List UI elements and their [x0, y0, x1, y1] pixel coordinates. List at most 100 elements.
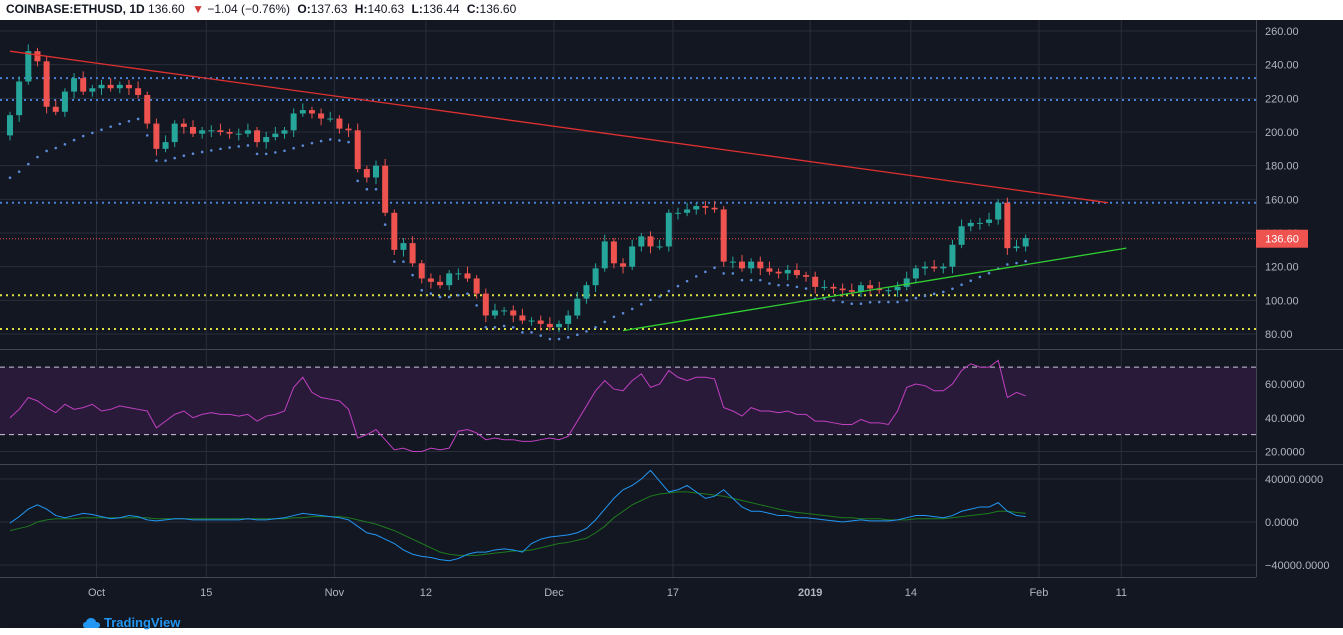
- candle-body: [1004, 202, 1011, 249]
- price-tick-label: 240.00: [1265, 60, 1299, 72]
- rsi-tick-label: 40.0000: [1265, 413, 1305, 425]
- x-tick-label: 2019: [798, 587, 822, 599]
- candle-body: [89, 88, 96, 92]
- x-tick-label: 17: [667, 587, 679, 599]
- candle-body: [363, 169, 370, 178]
- tradingview-logo[interactable]: TradingView: [82, 615, 180, 630]
- psar-dot: [859, 302, 863, 306]
- psar-dot: [914, 296, 918, 300]
- candle-body: [254, 130, 261, 143]
- last-price: 136.60: [148, 2, 185, 16]
- psar-dot: [621, 311, 625, 315]
- candle-body: [537, 320, 544, 324]
- macd-tick-label: −40000.0000: [1265, 560, 1330, 572]
- candle-body: [793, 270, 800, 276]
- psar-dot: [759, 278, 762, 282]
- candle-body: [986, 219, 993, 223]
- candle-body: [263, 137, 270, 143]
- candle-body: [592, 268, 599, 286]
- open-value: 137.63: [310, 2, 348, 16]
- low-label: L:: [411, 2, 423, 16]
- psar-dot: [475, 304, 478, 307]
- psar-dot: [438, 295, 442, 299]
- psar-dot: [402, 260, 405, 263]
- candle-body: [98, 84, 105, 89]
- psar-dot: [905, 298, 908, 302]
- psar-dot: [27, 162, 30, 166]
- psar-dot: [237, 145, 241, 148]
- candle-body: [857, 285, 864, 292]
- price-tick-label: 260.00: [1265, 26, 1299, 38]
- psar-dot: [951, 287, 954, 291]
- psar-dot: [246, 144, 250, 147]
- price-tick-label: 180.00: [1265, 161, 1299, 173]
- psar-dot: [457, 293, 460, 297]
- candle-body: [757, 261, 764, 269]
- candle-body: [491, 310, 498, 316]
- time-axis-background: [0, 577, 1343, 628]
- close-label: C:: [466, 2, 480, 16]
- psar-dot: [768, 282, 771, 285]
- candle-body: [656, 246, 663, 248]
- footer: Created with TradingView: [6, 615, 180, 630]
- trendline-up: [622, 247, 1127, 332]
- psar-dot: [511, 325, 515, 329]
- psar-dot: [109, 125, 112, 128]
- psar-dot: [301, 144, 305, 147]
- psar-dot: [292, 146, 295, 150]
- candle-body: [409, 243, 416, 264]
- psar-dot: [283, 149, 286, 153]
- psar-dot: [557, 337, 561, 341]
- psar-dot: [429, 292, 433, 295]
- low-value: 136.44: [422, 2, 460, 16]
- psar-dot: [411, 273, 414, 277]
- psar-dot: [832, 299, 835, 302]
- candle-body: [446, 273, 453, 286]
- psar-dot: [887, 300, 890, 304]
- candle-body: [693, 206, 700, 210]
- psar-dot: [850, 302, 854, 306]
- psar-dot: [8, 176, 12, 180]
- candle-body: [620, 263, 627, 267]
- candle-body: [482, 293, 489, 316]
- psar-dot: [731, 272, 735, 275]
- psar-dot: [576, 333, 579, 337]
- psar-dot: [54, 146, 58, 150]
- candle-body: [931, 266, 938, 269]
- psar-dot: [36, 155, 39, 159]
- chart-header: COINBASE:ETHUSD, 1D 136.60 ▼ −1.04 (−0.7…: [0, 0, 1343, 20]
- x-tick-label: 15: [200, 587, 212, 599]
- psar-dot: [548, 337, 552, 341]
- psar-dot: [310, 141, 314, 145]
- psar-dot: [923, 294, 927, 298]
- psar-dot: [447, 295, 451, 299]
- psar-dot: [740, 278, 744, 282]
- candle-body: [226, 132, 233, 134]
- candle-body: [903, 278, 910, 287]
- psar-dot: [1015, 261, 1018, 265]
- candle-body: [373, 165, 379, 178]
- psar-dot: [118, 122, 122, 126]
- psar-dot: [228, 146, 231, 149]
- price-change: −1.04 (−0.76%): [207, 2, 291, 16]
- psar-dot: [685, 279, 689, 283]
- candle-body: [1013, 246, 1020, 249]
- psar-dot: [45, 149, 48, 153]
- psar-dot: [969, 279, 973, 283]
- macd-line: [9, 469, 1026, 562]
- high-value: 140.63: [367, 2, 405, 16]
- symbol-label: COINBASE:ETHUSD, 1D: [6, 2, 145, 16]
- psar-dot: [658, 295, 661, 298]
- psar-dot: [328, 138, 332, 141]
- candle-body: [135, 88, 142, 95]
- candle-body: [894, 286, 901, 291]
- candle-body: [52, 106, 59, 112]
- chart-area[interactable]: Oct 15 Nov 12 Dec 17 2019 14 Feb 11 260.00 240.00 22…: [0, 20, 1343, 628]
- candle-body: [61, 91, 68, 112]
- candle-body: [876, 288, 883, 291]
- psar-dot: [91, 131, 94, 135]
- psar-dot: [72, 138, 76, 142]
- psar-dot: [749, 278, 753, 282]
- rsi-line: [9, 359, 1026, 452]
- candle-body: [510, 310, 517, 316]
